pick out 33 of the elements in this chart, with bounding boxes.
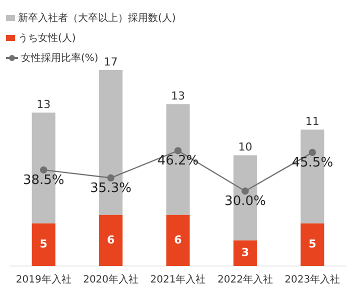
data-label: 45.5% [292, 155, 334, 170]
bar [166, 214, 190, 266]
data-label: 11 [305, 115, 320, 128]
point [174, 147, 182, 154]
x-tick-label: 2022年入社 [217, 274, 273, 286]
data-label: 5 [40, 238, 48, 251]
legend-label: 女性採用比率(%) [21, 52, 98, 65]
point [242, 188, 249, 195]
data-label: 35.3% [90, 180, 132, 196]
x-tick-label: 2020年入社 [83, 274, 139, 286]
x-tick-label: 2019年入社 [16, 274, 72, 286]
bar [32, 223, 56, 266]
data-label: 13 [171, 89, 185, 102]
data-label: 38.5% [22, 172, 64, 188]
point [308, 148, 316, 156]
bar [233, 240, 257, 266]
legend-label: うち女性(人) [18, 32, 76, 45]
data-label: 6 [174, 233, 182, 246]
point [107, 174, 114, 182]
data-label: 3 [241, 246, 250, 260]
data-label: 30.0% [224, 194, 266, 210]
data-label: 13 [36, 98, 51, 111]
x-tick-label: 2021年入社 [150, 274, 206, 286]
x-tick-label: 2023年入社 [284, 274, 340, 286]
legend-label: 新卒入社者（大卒以上）採用数(人) [18, 12, 176, 25]
bar [300, 223, 324, 266]
data-label: 46.2% [157, 154, 199, 169]
bar [99, 214, 123, 266]
data-label: 10 [238, 140, 252, 154]
data-label: 6 [106, 233, 115, 246]
data-label: 17 [104, 55, 118, 68]
data-label: 5 [308, 238, 316, 251]
point [40, 166, 48, 174]
